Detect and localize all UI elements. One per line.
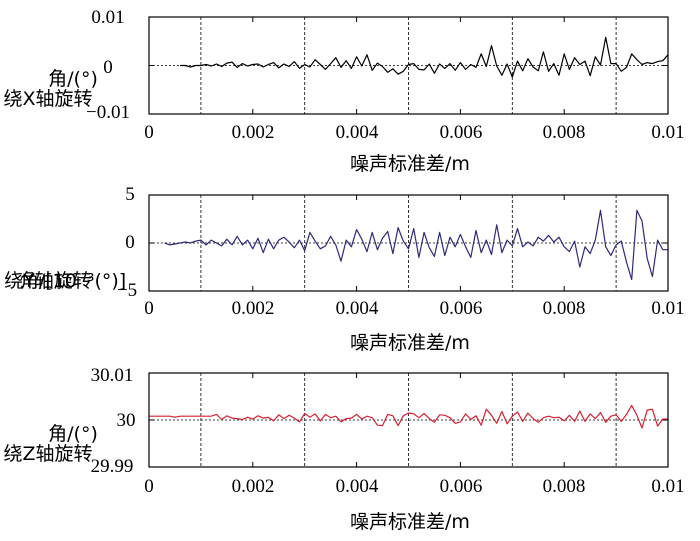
plot-area-y-rotation	[148, 194, 669, 292]
ylabel-line-1: 绕Z轴旋转	[3, 443, 92, 465]
xtick-labels: 0 0.002 0.004 0.006 0.008 0.01	[144, 476, 684, 497]
ylabel-line-2: 角/(°)	[48, 68, 98, 90]
ytick-label-mid: 30	[117, 410, 136, 431]
xtick-label: 0.004	[336, 476, 379, 497]
ylabel-line-2: 角/[10⁻³(°)]	[20, 270, 126, 292]
xtick-label: 0.004	[336, 298, 379, 319]
xtick-label: 0.002	[232, 298, 275, 319]
ylabel-line-1: 绕X轴旋转	[3, 88, 92, 110]
ylabel-line-1: 绕Y轴旋转	[4, 270, 92, 292]
ytick-label-bottom: 29.99	[91, 456, 134, 477]
ytick-label-bottom: −5	[117, 280, 137, 301]
xtick-label: 0.01	[651, 298, 684, 319]
xlabel: 噪声标准差/m	[350, 153, 470, 175]
xtick-label: 0.006	[440, 476, 483, 497]
ytick-label-mid: 0	[125, 232, 135, 253]
xtick-labels: 0 0.002 0.004 0.006 0.008 0.01	[144, 122, 684, 143]
xtick-label: 0.002	[232, 476, 275, 497]
series-line	[149, 404, 668, 429]
ytick-label-top: 5	[125, 184, 135, 205]
plot-area-z-rotation	[148, 372, 669, 468]
xtick-labels: 0 0.002 0.004 0.006 0.008 0.01	[144, 298, 684, 319]
xtick-label: 0.008	[543, 122, 586, 143]
series-line	[164, 209, 668, 281]
ytick-label-top: 30.01	[91, 365, 134, 386]
xtick-label: 0.008	[543, 476, 586, 497]
xtick-label: 0.006	[440, 122, 483, 143]
ylabel-y-rotation: 绕Y轴旋转 角/[10⁻³(°)]	[4, 270, 126, 292]
ylabel-line-2: 角/(°)	[48, 423, 98, 445]
panel-x-rotation: 绕X轴旋转 角/(°) 0.01 0 −0.01 0 0.002 0.004 0…	[3, 7, 684, 175]
xtick-label: 0.006	[440, 298, 483, 319]
ylabel-x-rotation: 绕X轴旋转 角/(°)	[3, 68, 97, 110]
panel-z-rotation: 绕Z轴旋转 角/(°) 30.01 30 29.99 0 0.002 0.004…	[3, 365, 684, 533]
ytick-label-mid: 0	[103, 57, 113, 78]
ytick-label-top: 0.01	[91, 7, 124, 28]
series-line	[180, 36, 669, 78]
ytick-label-bottom: −0.01	[86, 102, 130, 123]
panel-y-rotation: 绕Y轴旋转 角/[10⁻³(°)] 5 0 −5 0 0.002 0.004 0…	[4, 184, 684, 354]
xlabel: 噪声标准差/m	[350, 511, 470, 533]
xtick-label: 0	[144, 122, 154, 143]
xtick-label: 0.01	[651, 476, 684, 497]
plot-area-x-rotation	[148, 16, 669, 115]
ylabel-z-rotation: 绕Z轴旋转 角/(°)	[3, 423, 97, 465]
xtick-label: 0.01	[651, 122, 684, 143]
xtick-label: 0.008	[543, 298, 586, 319]
xtick-label: 0	[144, 476, 154, 497]
xtick-label: 0	[144, 298, 154, 319]
xlabel: 噪声标准差/m	[350, 332, 470, 354]
xtick-label: 0.004	[336, 122, 379, 143]
xtick-label: 0.002	[232, 122, 275, 143]
